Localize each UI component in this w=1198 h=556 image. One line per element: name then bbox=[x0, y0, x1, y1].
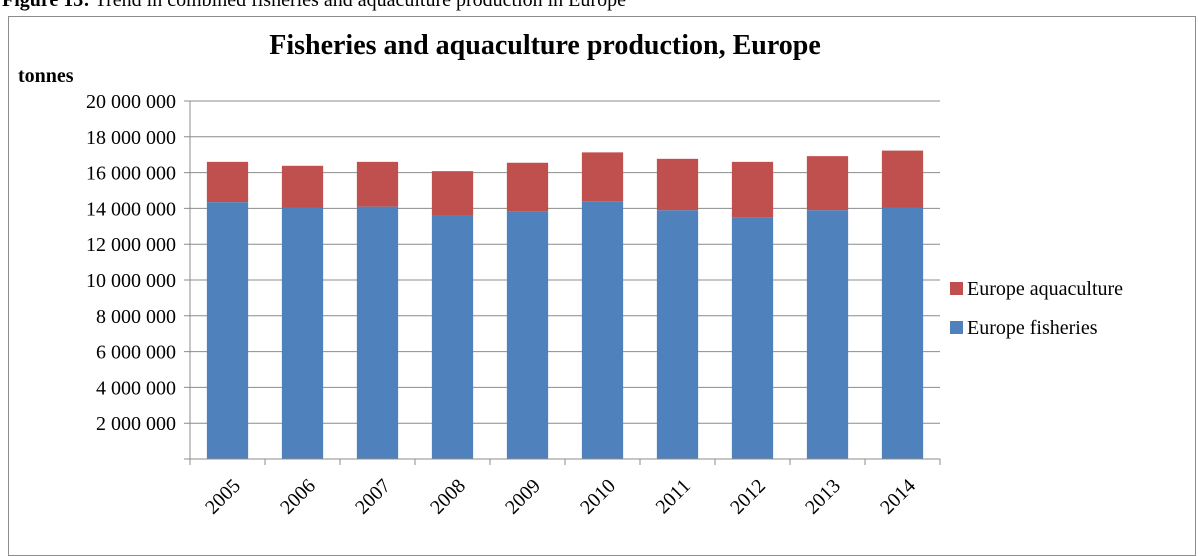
stacked-bar-chart: Fisheries and aquaculture production, Eu… bbox=[18, 30, 1123, 519]
x-tick-labels: 2005 2006 2007 2008 2009 2010 2011 2012 2013 2014 bbox=[201, 475, 920, 519]
bar-europe-fisheries-2009 bbox=[506, 211, 549, 459]
x-tick-label: 2012 bbox=[726, 475, 770, 519]
y-tick-label: 4 000 000 bbox=[96, 377, 176, 399]
x-tick-label: 2014 bbox=[876, 475, 920, 519]
y-tick-label: 20 000 000 bbox=[86, 91, 176, 113]
y-tick-label: 14 000 000 bbox=[86, 198, 176, 220]
figure-caption-label: Figure 13: bbox=[2, 0, 90, 11]
y-tick-label: 6 000 000 bbox=[96, 342, 176, 364]
figure-caption: Figure 13: Trend in combined fisheries a… bbox=[2, 0, 626, 12]
legend-entry: Europe fisheries bbox=[967, 317, 1098, 339]
x-tick-label: 2013 bbox=[801, 475, 845, 519]
bar-europe-aquaculture-2012 bbox=[731, 161, 774, 218]
axes bbox=[184, 101, 941, 465]
y-tick-label: 16 000 000 bbox=[86, 163, 176, 185]
legend-entry: Europe aquaculture bbox=[967, 278, 1123, 300]
bar-europe-aquaculture-2010 bbox=[581, 152, 624, 202]
x-tick-label: 2010 bbox=[576, 475, 620, 519]
bar-europe-fisheries-2010 bbox=[581, 201, 624, 460]
bars bbox=[206, 150, 924, 460]
bar-europe-aquaculture-2014 bbox=[881, 150, 924, 208]
y-tick-labels: 2 000 000 4 000 000 6 000 000 8 000 000 10 0… bbox=[86, 91, 176, 435]
x-tick-label: 2007 bbox=[351, 475, 395, 519]
legend-swatch bbox=[950, 282, 963, 295]
y-tick-label: 12 000 000 bbox=[86, 234, 176, 256]
x-tick-label: 2011 bbox=[652, 475, 695, 518]
bar-europe-fisheries-2014 bbox=[881, 207, 924, 459]
x-tick-label: 2009 bbox=[501, 475, 545, 519]
bar-europe-aquaculture-2005 bbox=[206, 161, 249, 203]
bar-europe-aquaculture-2013 bbox=[806, 156, 849, 211]
bar-europe-aquaculture-2006 bbox=[281, 165, 324, 208]
y-axis-label: tonnes bbox=[18, 65, 74, 87]
y-tick-label: 18 000 000 bbox=[86, 127, 176, 149]
y-tick-label: 8 000 000 bbox=[96, 306, 176, 328]
bar-europe-fisheries-2013 bbox=[806, 210, 849, 459]
y-tick-label: 2 000 000 bbox=[96, 413, 176, 435]
bar-europe-fisheries-2006 bbox=[281, 207, 324, 459]
bar-europe-fisheries-2012 bbox=[731, 217, 774, 459]
figure-caption-text: Trend in combined fisheries and aquacult… bbox=[89, 0, 626, 11]
bar-europe-fisheries-2007 bbox=[356, 206, 399, 459]
legend-swatch bbox=[950, 321, 963, 334]
bar-europe-fisheries-2005 bbox=[206, 202, 249, 459]
x-tick-label: 2005 bbox=[201, 475, 245, 519]
x-tick-label: 2006 bbox=[276, 475, 320, 519]
bar-europe-aquaculture-2007 bbox=[356, 161, 399, 207]
x-tick-label: 2008 bbox=[426, 475, 470, 519]
bar-europe-aquaculture-2008 bbox=[431, 171, 474, 216]
legend: Europe aquaculture Europe fisheries bbox=[950, 278, 1123, 339]
chart-title: Fisheries and aquaculture production, Eu… bbox=[269, 30, 821, 61]
bar-europe-aquaculture-2009 bbox=[506, 162, 549, 212]
bar-europe-aquaculture-2011 bbox=[656, 158, 699, 211]
y-tick-label: 10 000 000 bbox=[86, 270, 176, 292]
bar-europe-fisheries-2008 bbox=[431, 215, 474, 459]
bar-europe-fisheries-2011 bbox=[656, 210, 699, 459]
